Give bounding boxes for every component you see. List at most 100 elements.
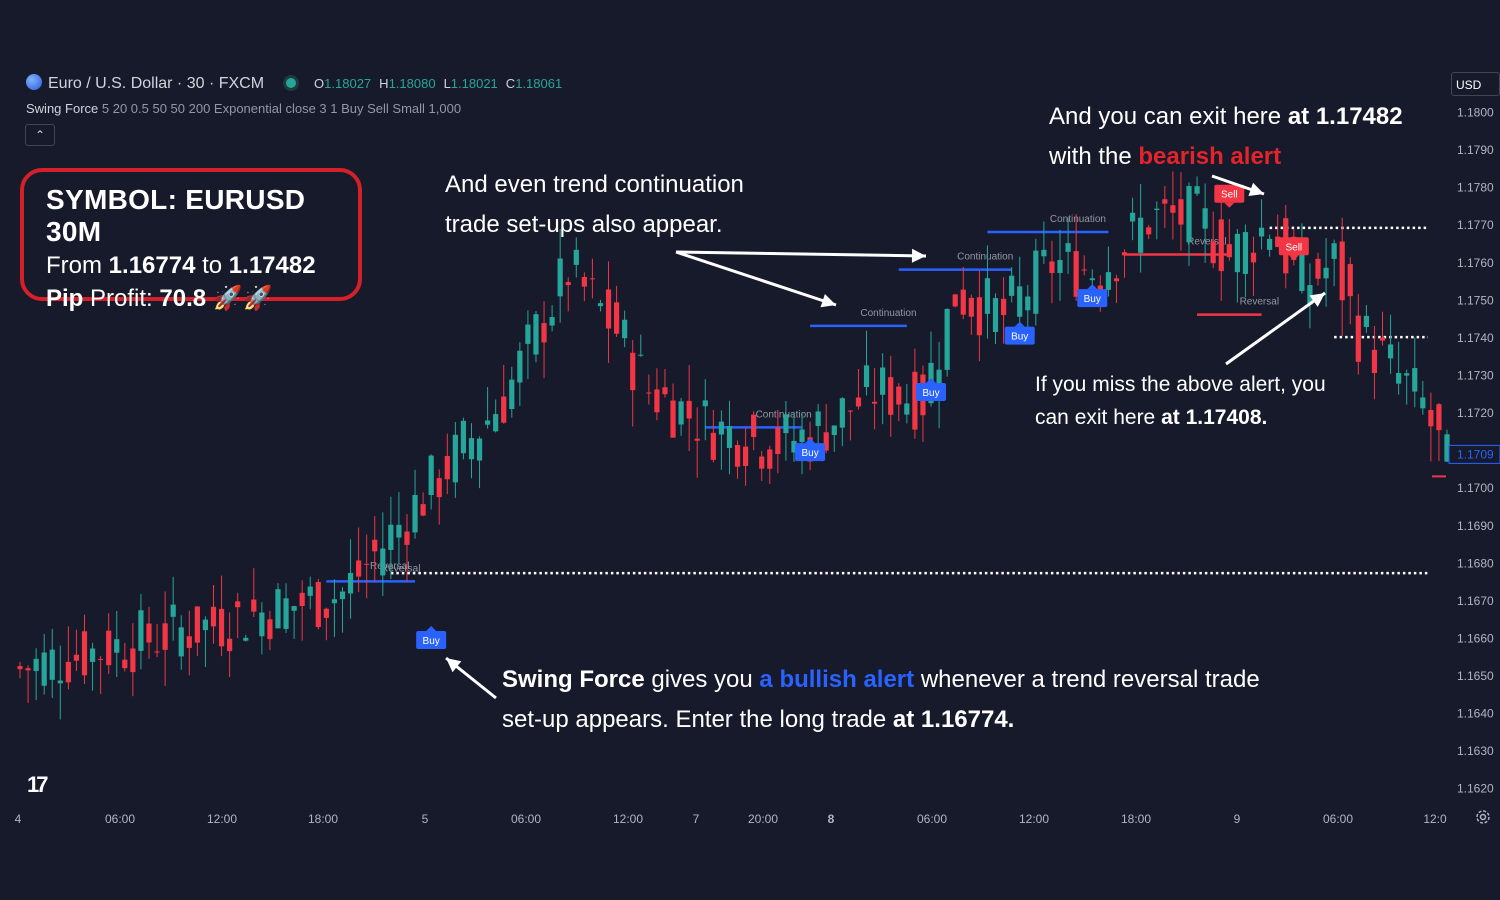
candle-body [1355, 315, 1361, 362]
candle-body [420, 504, 426, 516]
candle-body [17, 666, 23, 670]
candle-body [1000, 298, 1007, 316]
price-tick: 1.1660 [1457, 631, 1494, 645]
annotation-arrows [445, 174, 1326, 700]
sell-signal: Sell [1278, 237, 1309, 261]
chevron-up-icon[interactable]: ⌃ [25, 124, 55, 146]
arrow-head [911, 248, 926, 263]
candle-body [597, 303, 604, 307]
candle-body [372, 539, 378, 552]
indicator-legend[interactable]: Swing Force 5 20 0.5 50 50 200 Exponenti… [26, 101, 461, 116]
candle-body [444, 455, 450, 480]
trade-range: From 1.16774 to 1.17482 [46, 252, 316, 279]
price-tick: 1.1680 [1457, 556, 1494, 570]
candle-body [1210, 241, 1216, 264]
candle-body [1436, 404, 1442, 431]
candle-body [686, 400, 692, 419]
candle-body [638, 354, 644, 356]
candle-body [202, 619, 209, 631]
candle-body [275, 589, 281, 629]
candlestick-series [17, 171, 1450, 720]
candle-body [114, 639, 120, 653]
time-tick: 7 [693, 812, 700, 826]
candle-body [702, 400, 708, 407]
level-label: Reversal [381, 563, 420, 574]
price-tick: 1.1700 [1457, 481, 1494, 495]
candle-body [589, 278, 596, 280]
candle-body [331, 599, 338, 604]
candle-body [1315, 258, 1321, 279]
candle-body [1025, 296, 1031, 311]
level-label: Reversal [1187, 237, 1226, 248]
candle-body [1242, 232, 1249, 274]
arrow-head [446, 658, 462, 673]
signal-levels: ContinuationContinuationContinuationCont… [326, 214, 1428, 583]
symbol-title[interactable]: Euro / U.S. Dollar · 30 · FXCM [48, 75, 265, 92]
exit-annotation: And you can exit here at 1.17482 with th… [1049, 103, 1403, 170]
candle-body [557, 258, 563, 297]
candle-body [888, 377, 894, 415]
price-axis[interactable]: 1.1800 1.1790 1.1780 1.1770 1.1760 1.1750 1.17… [1432, 106, 1500, 796]
candle-body [710, 432, 716, 460]
candle-body [1170, 205, 1176, 213]
candle-body [170, 604, 176, 617]
level-label: Reversal [370, 561, 409, 572]
buy-signal: Buy [916, 378, 947, 402]
candle-body [1194, 186, 1200, 194]
time-axis[interactable]: 4 06:00 12:00 18:00 5 06:00 12:00 7 20:00 8 06:00 1… [15, 812, 1447, 826]
buy-signal: Buy [795, 438, 826, 462]
candle-body [1363, 315, 1369, 327]
candle-body [356, 560, 362, 577]
candle-body [146, 623, 152, 643]
candle-body [41, 652, 47, 686]
candle-body [347, 572, 354, 594]
price-tick: 1.1730 [1457, 369, 1494, 383]
time-tick: 18:00 [1121, 812, 1151, 826]
candle-body [605, 289, 612, 329]
signal-label: Buy [1084, 294, 1101, 305]
candle-body [130, 648, 136, 673]
candle-body [1186, 186, 1192, 243]
candle-body [509, 379, 515, 410]
signal-label: Sell [1221, 190, 1238, 201]
candle-body [1412, 368, 1418, 392]
tradingview-logo-icon[interactable]: 17 [27, 772, 49, 797]
time-tick: 5 [422, 812, 429, 826]
candle-body [831, 425, 837, 436]
price-tick: 1.1670 [1457, 594, 1494, 608]
time-tick: 12:00 [1019, 812, 1049, 826]
candle-body [525, 324, 531, 344]
candle-body [1379, 337, 1386, 341]
candle-body [339, 591, 346, 600]
candle-body [1428, 410, 1434, 427]
indicator-name: Swing Force [26, 101, 99, 116]
indicator-params: 5 20 0.5 50 50 200 Exponential close 3 1… [101, 101, 462, 116]
candle-body [742, 446, 749, 466]
candle-body [154, 651, 160, 653]
candle-body [662, 387, 668, 395]
candle-body [404, 531, 410, 545]
candle-body [1275, 236, 1281, 248]
gear-icon[interactable] [1474, 808, 1492, 826]
candle-body [1121, 252, 1128, 256]
alt-exit-annotation: If you miss the above alert, you can exi… [1035, 373, 1326, 429]
candle-body [1041, 249, 1047, 257]
signal-label: Buy [922, 388, 939, 399]
candle-body [178, 627, 184, 657]
arrow-head [820, 293, 836, 308]
currency-selector[interactable]: USD [1451, 72, 1500, 96]
candle-body [138, 610, 144, 651]
candle-body [549, 317, 555, 326]
candle-body [855, 397, 862, 407]
candle-body [33, 658, 39, 672]
candle-body [839, 398, 845, 428]
time-tick: 12:00 [613, 812, 643, 826]
candle-body [388, 524, 394, 550]
arrow-head [1309, 293, 1325, 307]
candle-body [186, 636, 192, 648]
candle-body [1089, 278, 1095, 281]
arrow-line [675, 250, 837, 307]
time-tick: 9 [1234, 812, 1241, 826]
candle-body [581, 277, 587, 287]
